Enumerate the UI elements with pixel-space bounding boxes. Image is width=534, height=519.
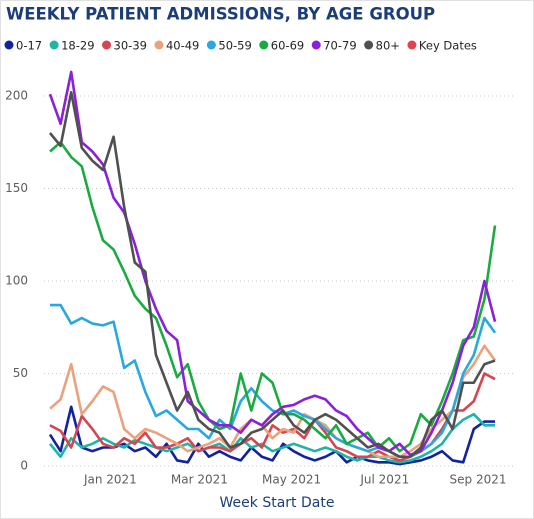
legend-label: 60-69	[271, 39, 304, 53]
x-tick-label: May 2021	[262, 473, 321, 487]
legend-label: Key Dates	[419, 39, 477, 53]
legend-marker	[49, 40, 59, 50]
series-line	[48, 412, 495, 464]
legend-label: 18-29	[61, 39, 94, 53]
legend-marker	[259, 40, 269, 50]
legend-label: 70-79	[323, 39, 356, 53]
legend-label: 50-59	[218, 39, 251, 53]
chart-title: WEEKLY PATIENT ADMISSIONS, BY AGE GROUP	[6, 5, 435, 24]
legend-marker	[407, 40, 417, 50]
series-line	[49, 344, 497, 459]
y-tick-label: 50	[13, 366, 28, 380]
x-tick-label: Jul 2021	[359, 473, 409, 487]
x-tick-label: Mar 2021	[171, 473, 228, 487]
series-line	[49, 140, 497, 453]
y-tick-label: 100	[5, 274, 28, 288]
series-line	[48, 91, 496, 459]
legend-marker	[206, 40, 216, 50]
legend-marker	[154, 40, 164, 50]
legend-label: 0-17	[16, 39, 42, 53]
x-tick-label: Sep 2021	[450, 473, 507, 487]
legend-marker	[102, 40, 112, 50]
legend-label: 80+	[376, 39, 400, 53]
legend-marker	[311, 40, 321, 50]
legend-label: 30-39	[114, 39, 147, 53]
legend-marker	[364, 40, 374, 50]
x-tick-label: Jan 2021	[83, 473, 137, 487]
series-line	[48, 405, 495, 466]
y-tick-label: 150	[5, 181, 28, 195]
x-axis-title: Week Start Date	[220, 495, 335, 511]
y-tick-label: 200	[5, 89, 28, 103]
y-tick-label: 0	[20, 459, 28, 473]
legend-label: 40-49	[166, 39, 199, 53]
legend-marker	[4, 40, 14, 50]
